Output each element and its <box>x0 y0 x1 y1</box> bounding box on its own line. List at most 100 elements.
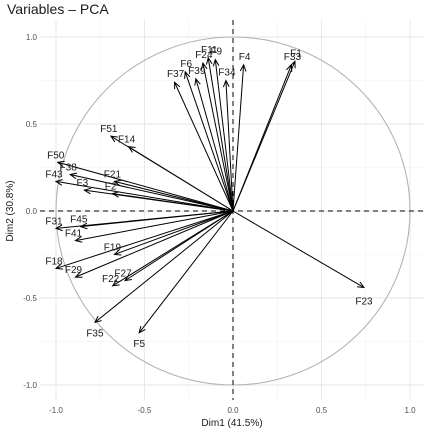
arrow-shaft <box>202 63 234 212</box>
arrow-head <box>205 56 213 65</box>
variable-label-f4: F4 <box>239 52 251 63</box>
arrow-head <box>356 281 366 289</box>
y-tick-label: -1.0 <box>23 381 37 390</box>
arrow-head <box>56 160 65 168</box>
arrow-shaft <box>80 210 234 228</box>
arrow-head <box>111 191 120 198</box>
arrow-shaft <box>195 78 234 212</box>
arrow-head <box>194 77 201 86</box>
variable-label-f34: F34 <box>218 68 236 79</box>
y-tick-label: 1.0 <box>26 33 38 42</box>
arrow-shaft <box>57 161 234 212</box>
variable-arrow-f14 <box>127 145 234 212</box>
arrow-head <box>68 172 78 180</box>
variable-label-f51: F51 <box>100 124 118 135</box>
variable-arrow-f33 <box>232 63 293 212</box>
x-tick-label: -1.0 <box>49 406 63 415</box>
variable-label-f45: F45 <box>70 215 88 226</box>
arrow-shaft <box>55 180 234 212</box>
arrow-head <box>174 81 181 90</box>
arrow-shaft <box>112 210 234 287</box>
arrow-head <box>93 315 102 324</box>
arrow-shaft <box>75 210 234 278</box>
arrow-head <box>286 63 293 72</box>
variable-label-f33: F33 <box>284 52 302 63</box>
x-tick-label: 1.0 <box>404 406 416 415</box>
arrow-head <box>222 79 230 88</box>
arrow-head <box>127 145 136 153</box>
arrow-head <box>239 63 247 72</box>
variable-arrow-f37 <box>174 81 234 212</box>
variable-label-f31: F31 <box>45 216 63 227</box>
arrow-shaft <box>207 57 234 212</box>
arrow-head <box>109 135 118 143</box>
arrow-shaft <box>94 210 234 323</box>
variable-arrow-f29 <box>74 210 234 278</box>
variable-label-f23: F23 <box>355 297 373 308</box>
arrow-head <box>74 271 83 278</box>
variable-label-f39: F39 <box>188 66 206 77</box>
arrow-shaft <box>184 71 234 212</box>
variable-arrow-f39 <box>194 77 234 212</box>
arrow-head <box>212 58 220 67</box>
variable-arrow-f5 <box>138 210 234 334</box>
variable-arrow-f4 <box>232 63 247 212</box>
variable-label-f24: F24 <box>195 50 213 61</box>
arrow-shaft <box>128 146 234 212</box>
arrow-shaft <box>232 64 292 212</box>
variable-label-f21: F21 <box>104 169 122 180</box>
variable-label-f38: F38 <box>60 162 78 173</box>
variable-label-f1: F1 <box>290 48 302 59</box>
variable-label-f41: F41 <box>65 229 83 240</box>
variable-label-f22: F22 <box>102 274 120 285</box>
variable-arrow-f45 <box>79 210 234 230</box>
x-axis-title: Dim1 (41.5%) <box>201 418 262 429</box>
variable-label-f6: F6 <box>180 59 192 70</box>
arrow-head <box>79 222 88 230</box>
variable-label-f27: F27 <box>114 269 132 280</box>
variable-label-f5: F5 <box>133 339 145 350</box>
variable-arrow-f23 <box>232 210 366 289</box>
arrow-head <box>54 179 63 186</box>
arrow-shaft <box>225 80 234 212</box>
variable-arrow-f35 <box>93 210 234 324</box>
variable-arrow-f6 <box>184 70 234 212</box>
arrow-head <box>74 236 83 243</box>
variable-label-f2: F2 <box>105 182 117 193</box>
arrow-head <box>184 70 191 79</box>
variable-arrow-f9 <box>212 58 234 212</box>
arrow-head <box>54 224 63 232</box>
arrow-shaft <box>232 210 365 288</box>
variable-arrows <box>54 56 366 334</box>
arrow-shaft <box>114 180 234 212</box>
variable-arrow-f19 <box>113 210 234 256</box>
arrow-shaft <box>70 173 234 212</box>
arrow-head <box>111 279 120 287</box>
variable-label-f9: F9 <box>210 47 222 58</box>
variable-arrow-f41 <box>74 210 234 243</box>
arrow-shaft <box>112 193 234 212</box>
variable-label-f11: F11 <box>201 45 218 56</box>
variable-arrow-f34 <box>222 79 234 212</box>
variable-arrow-f22 <box>111 210 234 287</box>
variable-label-f19: F19 <box>104 243 122 254</box>
variable-label-f29: F29 <box>65 265 83 276</box>
variable-label-f37: F37 <box>167 69 185 80</box>
variable-arrow-f11 <box>205 56 234 212</box>
tick-labels: -1.0 -0.5 0.0 0.5 1.0 -1.0 -0.5 0.0 0.5 1.0 <box>23 33 416 415</box>
variable-arrow-f24 <box>200 61 234 212</box>
chart-title: Variables – PCA <box>7 1 109 17</box>
arrow-head <box>54 263 64 270</box>
arrow-shaft <box>214 59 234 212</box>
variable-arrow-f38 <box>68 172 234 212</box>
variable-label-f14: F14 <box>118 135 136 146</box>
variable-label-f43: F43 <box>45 169 63 180</box>
arrow-head <box>113 249 122 256</box>
variable-label-f35: F35 <box>86 328 104 339</box>
variable-label-f18: F18 <box>45 256 63 267</box>
arrow-shaft <box>55 210 234 269</box>
arrow-head <box>200 61 208 71</box>
x-tick-label: -0.5 <box>138 406 152 415</box>
